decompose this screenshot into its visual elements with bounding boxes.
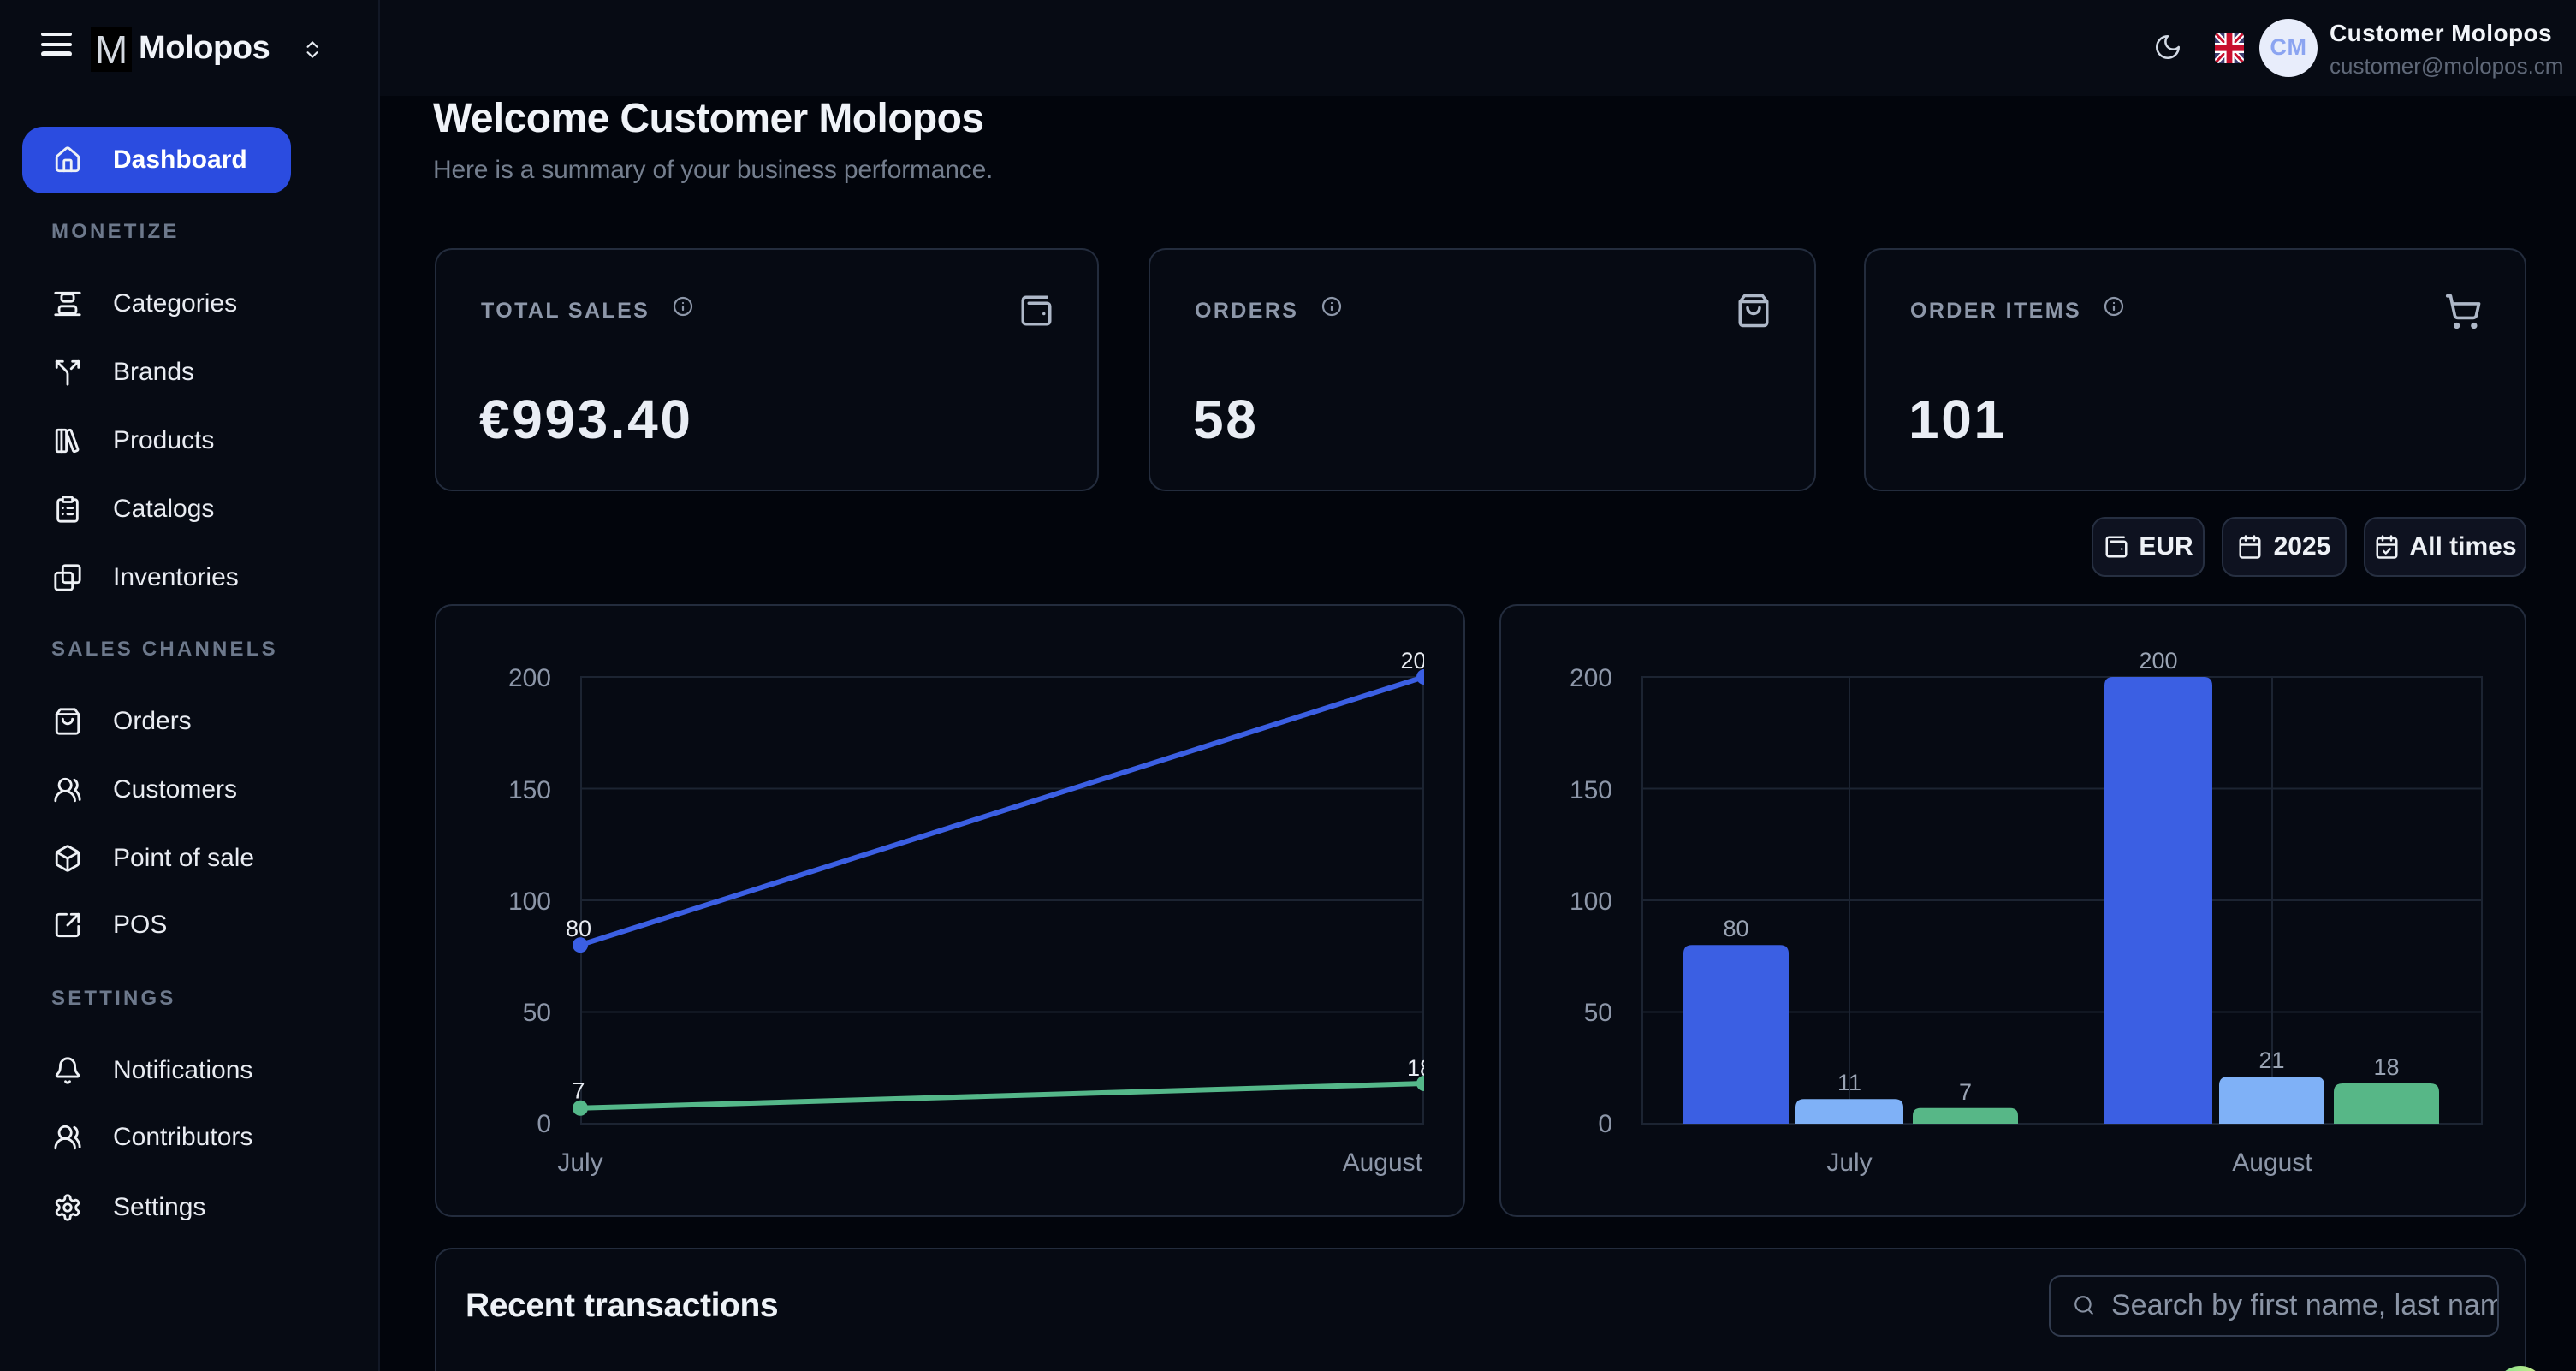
svg-text:50: 50 (1584, 999, 1612, 1027)
svg-text:21: 21 (2258, 1048, 2284, 1073)
svg-text:0: 0 (1598, 1110, 1612, 1138)
svg-text:200: 200 (1570, 664, 1612, 692)
svg-text:18: 18 (1407, 1055, 1424, 1081)
svg-text:50: 50 (523, 999, 551, 1027)
svg-text:80: 80 (566, 916, 591, 941)
svg-text:July: July (557, 1148, 602, 1177)
svg-text:18: 18 (2373, 1054, 2399, 1080)
svg-text:100: 100 (1570, 887, 1612, 916)
svg-text:100: 100 (508, 887, 551, 916)
svg-text:0: 0 (537, 1110, 551, 1138)
svg-text:7: 7 (572, 1078, 585, 1104)
svg-text:August: August (2232, 1148, 2312, 1177)
svg-text:200: 200 (2139, 648, 2177, 674)
svg-text:11: 11 (1837, 1070, 1861, 1095)
svg-text:150: 150 (1570, 776, 1612, 804)
svg-text:80: 80 (1723, 916, 1748, 941)
svg-text:July: July (1826, 1148, 1872, 1177)
svg-text:200: 200 (508, 664, 551, 692)
svg-text:200: 200 (1400, 648, 1424, 674)
svg-text:150: 150 (508, 776, 551, 804)
svg-text:7: 7 (1959, 1079, 1972, 1105)
svg-text:August: August (1343, 1148, 1423, 1177)
